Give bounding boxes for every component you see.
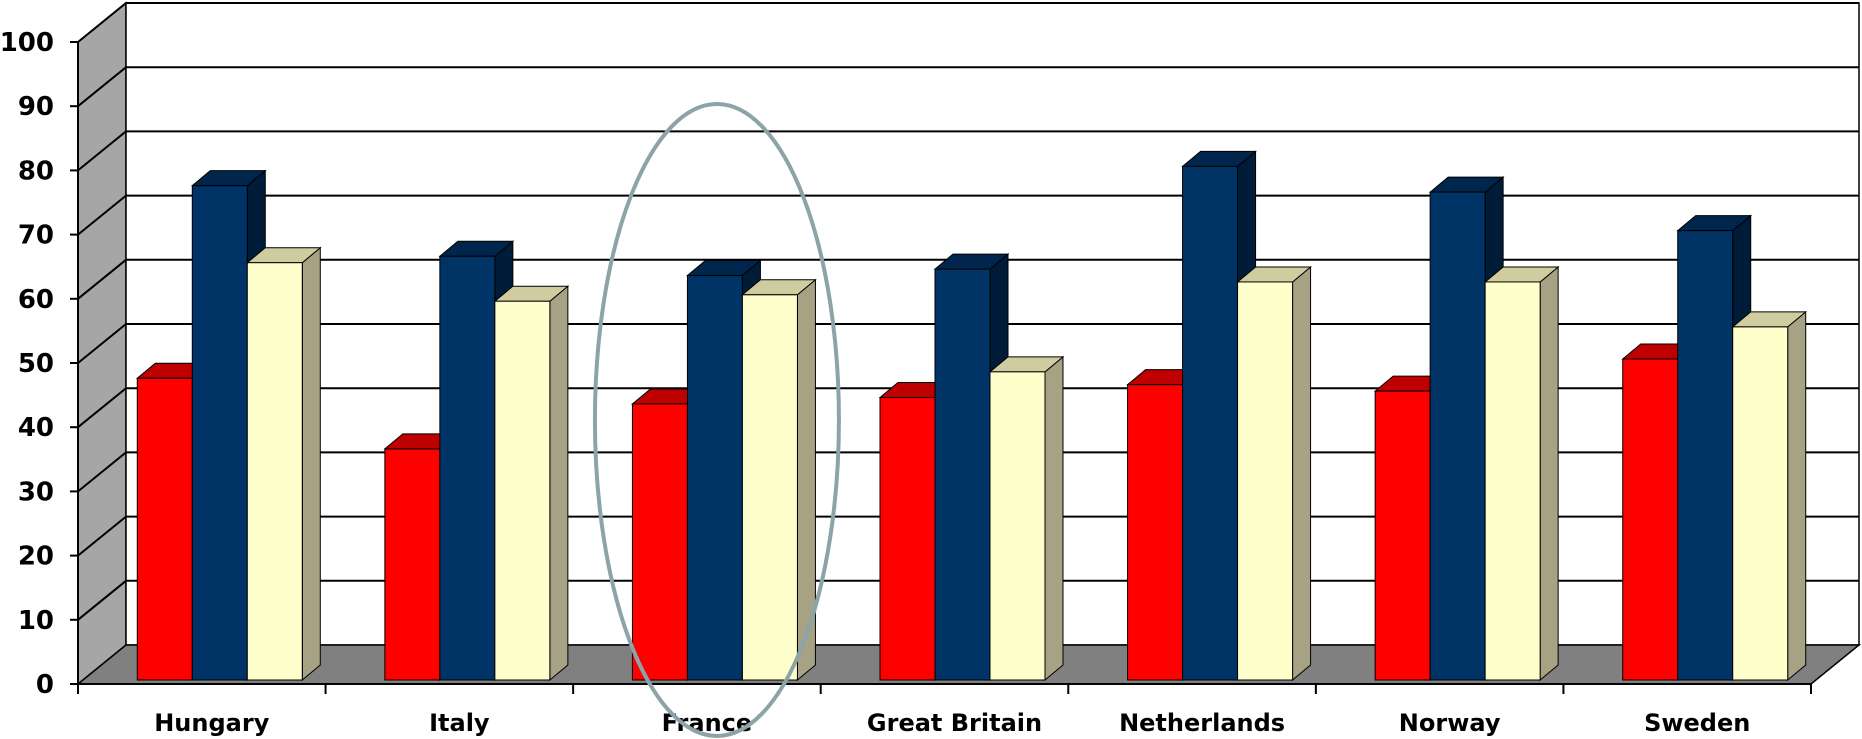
y-tick-label: 90 — [18, 92, 54, 122]
x-tick-label: Netherlands — [1119, 709, 1285, 737]
bar-front — [631, 403, 688, 681]
bar-front — [136, 377, 193, 681]
bar — [1731, 310, 1808, 682]
bar-front — [1429, 191, 1486, 681]
bar-front — [1622, 358, 1679, 681]
bar-front — [741, 294, 798, 681]
bar-side — [1044, 355, 1064, 682]
y-tick-label: 80 — [18, 156, 54, 186]
bar-side — [1539, 265, 1559, 682]
y-axis-ticks: 0 10 20 30 40 50 60 70 80 90 100 — [0, 28, 78, 700]
bar-front — [191, 185, 248, 681]
y-tick-label: 60 — [18, 285, 54, 315]
bar-front — [246, 262, 303, 681]
bar-front — [1237, 281, 1294, 681]
bar-side — [1787, 310, 1807, 682]
y-tick-label: 40 — [18, 413, 54, 443]
bar-front — [1677, 230, 1734, 681]
gridline — [77, 194, 1859, 236]
bar — [1483, 265, 1560, 682]
bar — [988, 355, 1065, 682]
gridline — [77, 2, 1859, 43]
bar-side — [1292, 265, 1312, 682]
bars-group — [135, 150, 1808, 682]
bar — [1236, 265, 1312, 682]
bar-front — [1732, 326, 1789, 681]
bar-side — [301, 246, 321, 682]
x-tick-label: Norway — [1399, 709, 1501, 737]
bar-front — [384, 448, 441, 681]
bar-front — [1484, 281, 1541, 681]
gridline — [77, 258, 1859, 300]
y-tick-label: 70 — [18, 221, 54, 251]
x-tick-label: Hungary — [154, 709, 269, 737]
y-tick-label: 0 — [36, 670, 54, 700]
bar-side — [549, 285, 569, 682]
bar-front — [439, 255, 496, 681]
y-tick-label: 50 — [18, 349, 54, 379]
bar — [245, 246, 322, 682]
y-tick-label: 30 — [18, 477, 54, 507]
bar-front — [989, 371, 1046, 681]
gridline — [77, 66, 1859, 107]
bar-front — [1127, 384, 1184, 681]
bar-front — [1182, 165, 1239, 681]
highlight-ellipse — [592, 102, 841, 738]
bar-front — [1374, 390, 1431, 681]
highlight-layer — [592, 102, 841, 738]
x-tick-label: Italy — [429, 709, 490, 737]
bar — [741, 278, 817, 682]
gridline — [77, 130, 1859, 172]
y-tick-label: 20 — [18, 542, 54, 572]
x-tick-label: Sweden — [1644, 709, 1750, 737]
bar — [493, 285, 570, 682]
y-tick-label: 100 — [0, 28, 54, 58]
bar-front — [879, 397, 936, 681]
x-tick-label: Great Britain — [867, 709, 1042, 737]
bar-front — [494, 300, 551, 681]
bar-front — [934, 268, 991, 681]
y-tick-label: 10 — [18, 606, 54, 636]
bar-front — [686, 275, 743, 681]
x-axis-ticks: Hungary Italy France Great Britain Netherlan… — [77, 684, 1812, 737]
